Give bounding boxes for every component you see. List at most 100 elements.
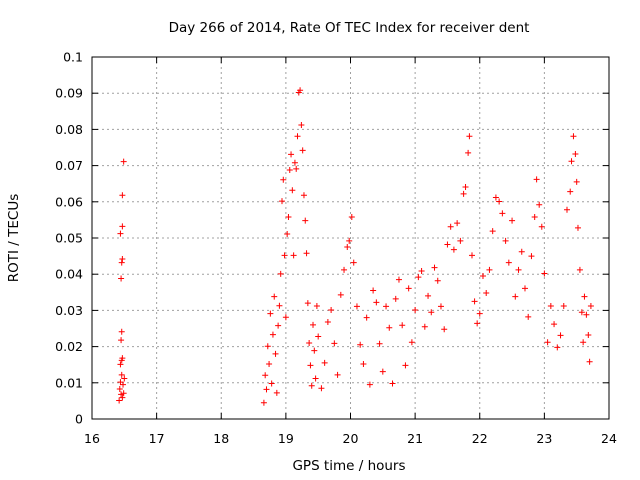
x-tick-label: 18 — [213, 431, 229, 446]
data-point — [580, 339, 587, 346]
data-point — [454, 220, 461, 227]
data-point — [536, 201, 543, 208]
data-point — [474, 320, 481, 327]
data-point — [568, 158, 575, 165]
data-point — [505, 259, 512, 266]
data-point — [379, 368, 386, 375]
chart-title: Day 266 of 2014, Rate Of TEC Index for r… — [169, 20, 530, 36]
data-point — [492, 194, 499, 201]
data-point — [447, 223, 454, 230]
data-point — [346, 237, 353, 244]
data-point — [119, 355, 126, 362]
data-point — [418, 267, 425, 274]
data-point — [512, 293, 519, 300]
x-tick-label: 20 — [343, 431, 359, 446]
data-point — [476, 310, 483, 317]
data-point — [290, 252, 297, 259]
data-point — [576, 266, 583, 273]
data-point — [318, 385, 325, 392]
data-point — [538, 223, 545, 230]
y-tick-labels: 0 0.01 0.02 0.03 0.04 0.05 0.06 0.07 0.08 0.09 0.1 — [55, 50, 83, 427]
data-point — [471, 298, 478, 305]
data-point — [567, 188, 574, 195]
data-point — [328, 307, 335, 314]
data-point — [337, 291, 344, 298]
data-point — [273, 389, 280, 396]
data-point — [468, 252, 475, 259]
data-point — [291, 159, 298, 166]
data-point — [272, 350, 279, 357]
data-point — [341, 266, 348, 273]
data-point — [366, 381, 373, 388]
x-tick-label: 24 — [601, 431, 617, 446]
data-point — [312, 375, 319, 382]
data-point — [509, 217, 516, 224]
data-point — [557, 332, 564, 339]
data-point — [284, 231, 291, 238]
data-point — [321, 359, 328, 366]
y-tick-label: 0.07 — [55, 158, 83, 173]
y-tick-label: 0.06 — [55, 194, 83, 209]
data-point — [118, 391, 125, 398]
data-point — [118, 337, 125, 344]
data-point — [302, 217, 309, 224]
data-point — [554, 344, 561, 351]
data-point — [285, 214, 292, 221]
data-point — [308, 382, 315, 389]
data-point — [434, 277, 441, 284]
data-point — [262, 372, 269, 379]
y-tick-label: 0.09 — [55, 86, 83, 101]
data-point — [460, 190, 467, 197]
data-point — [583, 311, 590, 318]
data-point — [293, 165, 300, 172]
y-axis-title: ROTI / TECUs — [6, 194, 22, 282]
data-point — [119, 394, 126, 401]
data-point — [117, 230, 124, 237]
data-point — [425, 292, 432, 299]
data-point — [563, 206, 570, 213]
data-point — [551, 321, 558, 328]
data-point — [525, 313, 532, 320]
data-point — [515, 266, 522, 273]
data-point — [431, 264, 438, 271]
data-point — [311, 347, 318, 354]
y-tick-label: 0.08 — [55, 122, 83, 137]
data-point — [267, 310, 274, 317]
y-tick-label: 0.1 — [63, 50, 83, 65]
data-point — [324, 318, 331, 325]
data-point — [462, 183, 469, 190]
data-point — [289, 187, 296, 194]
data-point — [281, 252, 288, 259]
data-point — [310, 321, 317, 328]
data-point — [402, 362, 409, 369]
data-point — [118, 371, 125, 378]
data-point — [297, 87, 304, 94]
grid-lines — [92, 57, 609, 419]
data-point — [586, 358, 593, 365]
data-point — [479, 273, 486, 280]
data-point — [282, 314, 289, 321]
data-point — [486, 266, 493, 273]
data-point — [116, 385, 123, 392]
data-point — [444, 241, 451, 248]
data-point — [120, 390, 127, 397]
data-point — [118, 275, 125, 282]
data-point — [465, 149, 472, 156]
data-point — [306, 339, 313, 346]
data-point — [286, 166, 293, 173]
data-point — [383, 303, 390, 310]
y-tick-label: 0.04 — [55, 267, 83, 282]
data-point — [357, 341, 364, 348]
data-point — [264, 343, 271, 350]
data-point — [528, 253, 535, 260]
data-point — [334, 371, 341, 378]
data-point — [399, 322, 406, 329]
data-point — [496, 198, 503, 205]
x-tick-label: 22 — [472, 431, 488, 446]
data-point — [572, 151, 579, 158]
data-point — [348, 214, 355, 221]
data-point — [502, 237, 509, 244]
data-point — [117, 361, 124, 368]
y-tick-label: 0.03 — [55, 303, 83, 318]
data-point — [428, 309, 435, 316]
